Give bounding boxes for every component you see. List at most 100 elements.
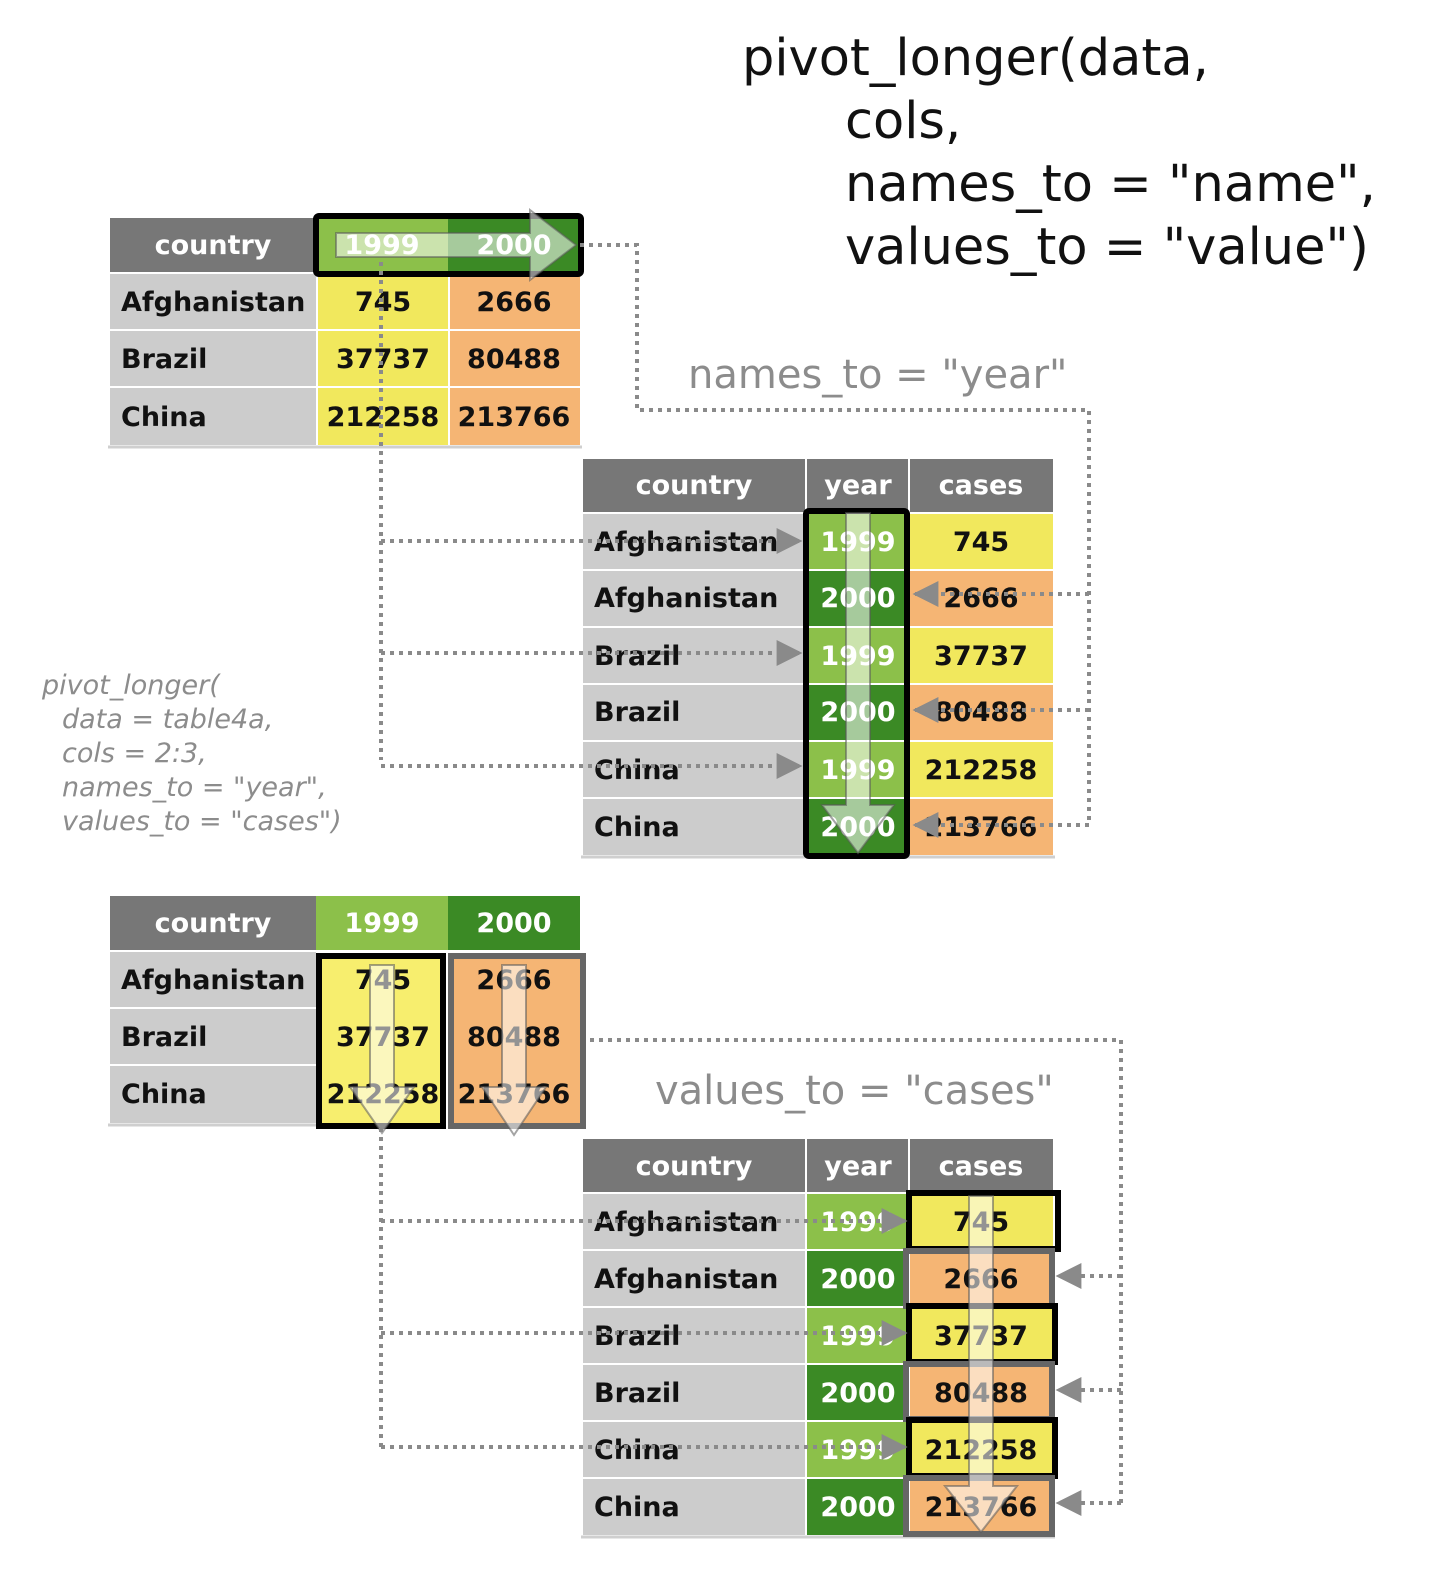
- country-cell: [583, 1251, 805, 1306]
- connector-line: [580, 243, 1091, 825]
- code-snippet: pivot_longer( data = table4a, cols = 2:3…: [41, 670, 342, 837]
- down-arrow-icon: [820, 512, 896, 855]
- country-label: Afghanistan: [594, 1264, 778, 1295]
- value-label: 2666: [476, 287, 551, 318]
- value-cell: [450, 388, 580, 445]
- country-cell: [110, 274, 316, 329]
- header-country: country: [636, 470, 753, 501]
- header-cell-year: [807, 459, 908, 512]
- values-to-label: values_to = "cases": [655, 1068, 1054, 1114]
- header-cases: cases: [939, 470, 1024, 501]
- year-label: 2000: [820, 1378, 895, 1409]
- country-cell: [583, 1308, 805, 1363]
- header-year: year: [824, 470, 892, 501]
- country-cell: [583, 742, 805, 797]
- code-line-1: pivot_longer(: [41, 670, 221, 701]
- cases-label: 2666: [943, 583, 1018, 614]
- header-cell-country: [110, 896, 316, 950]
- cases-label: 37737: [934, 641, 1028, 672]
- country-cell: [583, 628, 805, 683]
- year-cell: [807, 1479, 908, 1535]
- header-cell-year: [807, 1139, 908, 1192]
- country-label: Brazil: [121, 1022, 207, 1053]
- header-country: country: [636, 1151, 753, 1182]
- country-cell: [583, 571, 805, 626]
- cases-cell: [910, 628, 1053, 683]
- right-arrow-icon: [335, 207, 578, 283]
- country-cell: [583, 1365, 805, 1420]
- top-connectors: [379, 243, 1091, 838]
- signature-line-3: names_to = "name",: [845, 155, 1376, 214]
- signature-line-4: values_to = "value"): [845, 218, 1369, 277]
- cases-cell: [910, 742, 1053, 797]
- header-cell-2000: [448, 896, 580, 950]
- cases-label: 213766: [925, 812, 1038, 843]
- header-cases: cases: [939, 1151, 1024, 1182]
- year-label: 2000: [820, 1492, 895, 1523]
- country-label: Afghanistan: [594, 583, 778, 614]
- country-cell: [110, 1066, 316, 1123]
- signature-line-2: cols,: [845, 92, 961, 151]
- value-label: 37737: [336, 344, 430, 375]
- cases-cell: [910, 514, 1053, 569]
- country-label: Afghanistan: [121, 965, 305, 996]
- header-cell-country: [110, 218, 316, 272]
- year-cell: [807, 1251, 908, 1306]
- country-label: China: [594, 1492, 680, 1523]
- country-cell: [583, 1479, 805, 1535]
- header-2000: 2000: [476, 908, 551, 939]
- header-country: country: [155, 908, 272, 939]
- country-cell: [110, 388, 316, 445]
- country-label: Afghanistan: [121, 287, 305, 318]
- country-label: China: [121, 1079, 207, 1110]
- down-arrow-icon: [348, 964, 416, 1135]
- country-label: China: [121, 402, 207, 433]
- connector-line: [590, 1038, 1123, 1503]
- year-label: 1999: [820, 1435, 895, 1466]
- country-label: Brazil: [121, 344, 207, 375]
- value-cell: [450, 331, 580, 386]
- cases-label: 212258: [925, 755, 1038, 786]
- country-label: Brazil: [594, 1378, 680, 1409]
- header-country: country: [155, 230, 272, 261]
- cases-label: 80488: [934, 697, 1028, 728]
- code-line-3: cols = 2:3,: [62, 738, 207, 769]
- value-cell: [318, 331, 448, 386]
- year-cell: [807, 1365, 908, 1420]
- signature-line-1: pivot_longer(data,: [742, 29, 1209, 88]
- value-label: 213766: [458, 402, 571, 433]
- value-label: 80488: [467, 344, 561, 375]
- year-column-highlight-box: [803, 508, 910, 859]
- long-table-bottom: country year cases Afghanistan Afghanist…: [581, 1139, 1061, 1539]
- header-cell-country: [583, 1139, 805, 1192]
- value-cell: [450, 274, 580, 329]
- header-cell-country: [583, 459, 805, 512]
- function-signature: pivot_longer(data, cols, names_to = "nam…: [742, 29, 1376, 277]
- bottom-connectors: [379, 1038, 1123, 1516]
- wide-table-top: country 1999 2000 Afghanistan Brazil Chi…: [108, 207, 584, 449]
- country-cell: [583, 685, 805, 740]
- country-label: Brazil: [594, 1321, 680, 1352]
- country-cell: [110, 331, 316, 386]
- wide-table-bottom: country 1999 2000 Afghanistan Brazil Chi…: [108, 896, 586, 1137]
- names-to-label: names_to = "year": [688, 352, 1067, 398]
- cases-label: 745: [953, 527, 1009, 558]
- code-line-2: data = table4a,: [62, 704, 273, 735]
- year-label: 1999: [820, 1321, 895, 1352]
- down-arrow-icon: [480, 964, 548, 1137]
- country-label: China: [594, 1435, 680, 1466]
- down-arrow-icon: [942, 1195, 1020, 1534]
- header-year: year: [824, 1151, 892, 1182]
- header-cell-1999: [316, 896, 448, 950]
- country-cell: [110, 1009, 316, 1064]
- country-cell: [583, 799, 805, 855]
- country-label: Brazil: [594, 697, 680, 728]
- header-cell-cases: [910, 1139, 1053, 1192]
- country-label: China: [594, 812, 680, 843]
- header-1999: 1999: [344, 908, 419, 939]
- country-cell: [583, 1422, 805, 1477]
- year-label: 2000: [820, 1264, 895, 1295]
- country-label: Brazil: [594, 641, 680, 672]
- code-line-5: values_to = "cases"): [62, 806, 342, 837]
